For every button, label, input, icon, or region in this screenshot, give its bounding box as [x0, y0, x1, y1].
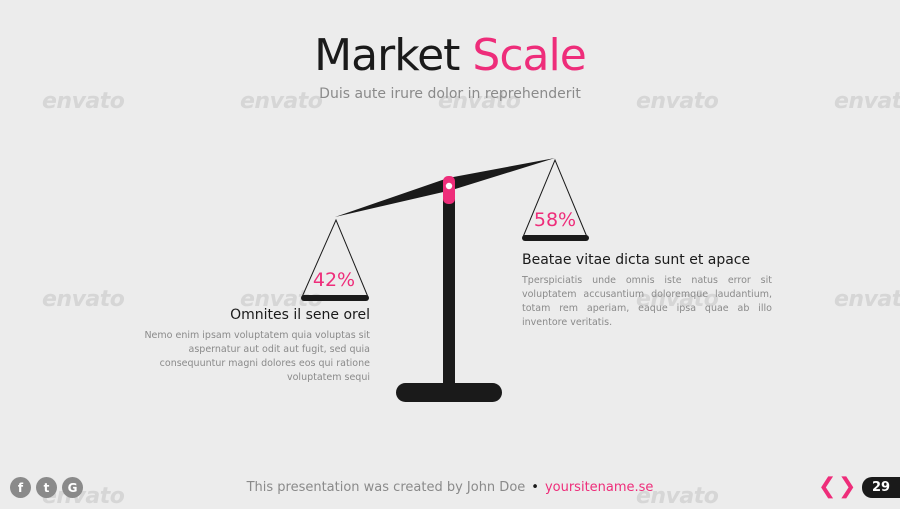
right-block-heading: Beatae vitae dicta sunt et apace	[522, 252, 751, 268]
scale-pillar	[443, 196, 455, 388]
footer-credit: This presentation was created by John Do…	[0, 480, 900, 495]
site-link[interactable]: yoursitename.se	[544, 480, 654, 495]
right-pan-strings	[522, 158, 588, 238]
facebook-icon[interactable]: f	[10, 477, 31, 498]
left-percent-label: 42%	[312, 269, 356, 291]
left-text-block: Omnites il sene orel Nemo enim ipsam vol…	[132, 307, 370, 385]
title-part-2: Scale	[472, 30, 586, 81]
next-slide-button[interactable]: ❯	[838, 474, 857, 499]
page-number: 29	[862, 477, 900, 498]
credit-text: This presentation was created by John Do…	[246, 480, 526, 495]
scale-pivot	[443, 176, 455, 204]
right-pan	[522, 235, 589, 241]
scale-base	[396, 383, 502, 402]
right-percent-label: 58%	[533, 209, 577, 231]
prev-slide-button[interactable]: ❮	[818, 474, 837, 499]
page-subtitle: Duis aute irure dolor in reprehenderit	[319, 86, 581, 102]
separator-dot: •	[531, 480, 539, 495]
twitter-icon[interactable]: t	[36, 477, 57, 498]
left-block-heading: Omnites il sene orel	[230, 307, 370, 323]
page-title: Market Scale	[0, 26, 900, 86]
left-pan-strings	[301, 218, 369, 298]
left-pan	[301, 295, 369, 301]
left-block-body: Nemo enim ipsam voluptatem quia voluptas…	[144, 330, 370, 383]
right-block-body: Tperspiciatis unde omnis iste natus erro…	[522, 275, 772, 328]
right-text-block: Beatae vitae dicta sunt et apace Tperspi…	[522, 252, 772, 330]
title-part-1: Market	[314, 30, 460, 81]
google-icon[interactable]: G	[62, 477, 83, 498]
